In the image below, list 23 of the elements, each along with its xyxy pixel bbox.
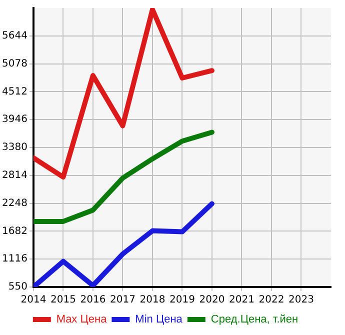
y-tick-label: 2248	[2, 198, 28, 209]
y-tick-label: 5644	[2, 30, 28, 42]
y-tick-label: 2814	[2, 170, 28, 181]
legend-label: Min Цена	[135, 314, 184, 326]
x-tick-label: 2014	[20, 294, 46, 306]
x-tick-label: 2021	[229, 294, 254, 306]
x-tick-label: 2018	[140, 294, 166, 306]
x-tick-label: 2016	[80, 294, 106, 306]
y-tick-label: 1116	[2, 254, 28, 265]
x-tick-label: 2022	[258, 294, 284, 306]
legend-label: Max Цена	[56, 314, 108, 326]
y-tick-label: 5078	[2, 58, 28, 70]
x-tick-label: 2017	[110, 294, 136, 306]
x-tick-label: 2019	[170, 294, 195, 306]
y-tick-label: 1682	[2, 226, 28, 237]
y-tick-label: 4512	[2, 86, 28, 98]
y-tick-label: 3946	[2, 114, 28, 126]
y-tick-label: 550	[8, 282, 28, 293]
x-tick-label: 2020	[199, 294, 225, 306]
x-tick-label: 2015	[50, 294, 76, 306]
legend-label: Сред.Цена, т.йен	[210, 314, 298, 326]
x-tick-label: 2023	[288, 294, 314, 306]
y-tick-label: 3380	[2, 142, 28, 154]
